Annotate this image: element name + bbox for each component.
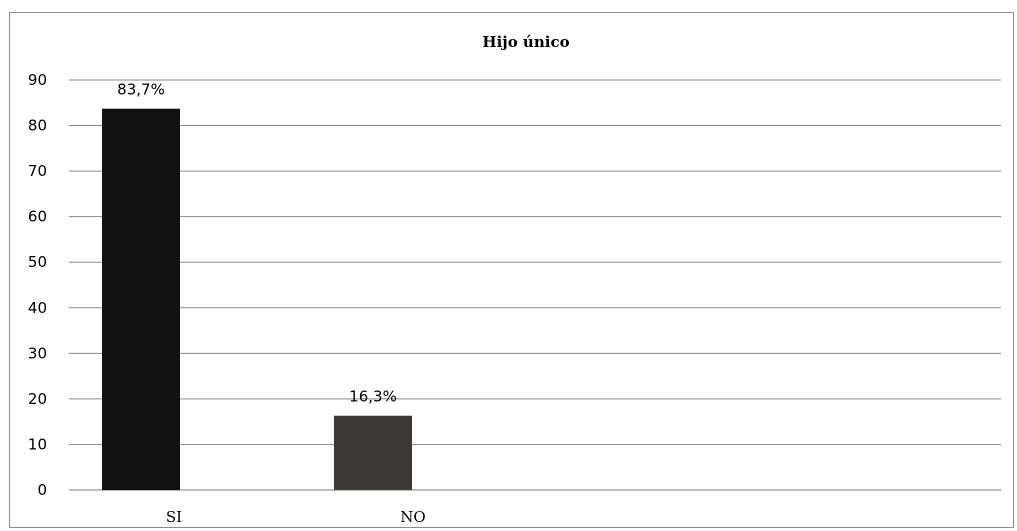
y-tick-label: 50	[28, 253, 47, 271]
y-tick-label: 80	[28, 117, 47, 135]
chart-title: Hijo único	[482, 33, 569, 51]
x-category-label-no: NO	[400, 508, 425, 526]
bar-si	[102, 108, 180, 490]
y-tick-label: 20	[28, 390, 47, 408]
y-tick-label: 40	[28, 299, 47, 317]
y-tick-label: 70	[28, 162, 47, 180]
data-labels: 83,7% 16,3%	[117, 81, 397, 406]
bars	[102, 108, 412, 490]
y-axis-ticks: 0 10 20 30 40 50 60 70 80 90	[28, 71, 47, 499]
y-tick-label: 30	[28, 344, 47, 362]
data-label-no: 16,3%	[349, 388, 397, 406]
y-tick-label: 10	[28, 435, 47, 453]
y-tick-label: 90	[28, 71, 47, 89]
y-tick-label: 0	[37, 481, 47, 499]
x-category-label-si: SI	[166, 508, 182, 526]
x-axis-categories: SI NO	[166, 508, 426, 526]
bar-no	[334, 415, 412, 490]
data-label-si: 83,7%	[117, 81, 165, 99]
y-tick-label: 60	[28, 208, 47, 226]
gridlines	[69, 79, 1001, 491]
